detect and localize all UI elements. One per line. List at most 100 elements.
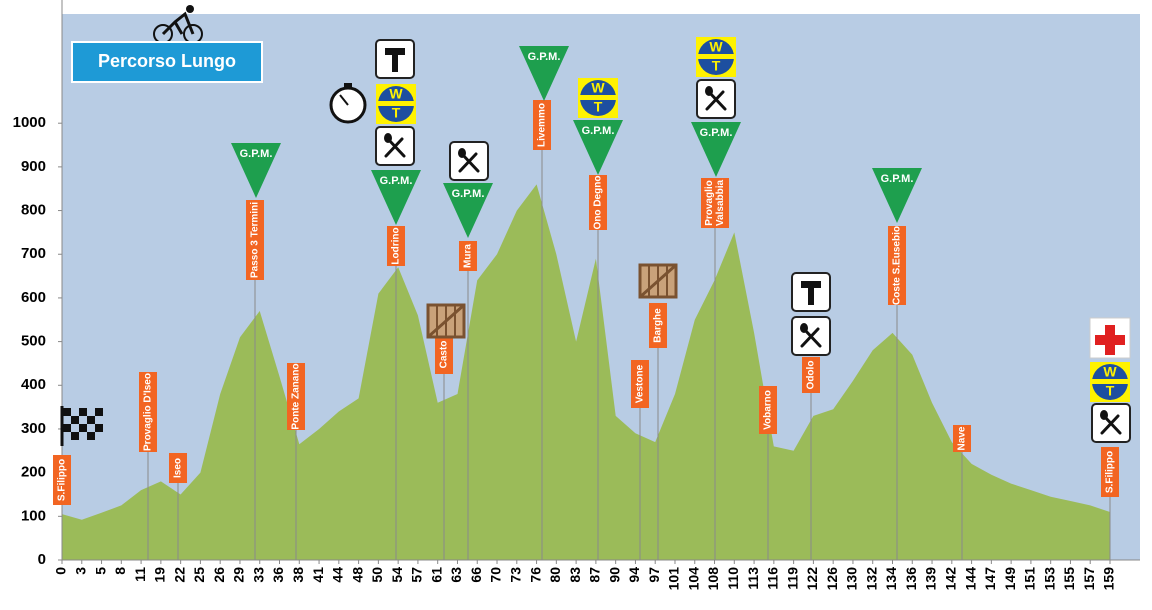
y-tick-label: 700 [21,245,46,262]
y-tick-label: 1000 [13,114,46,131]
x-tick-label: 66 [468,567,484,583]
place-label-box [533,100,551,150]
x-tick-label: 132 [863,567,879,591]
place-label-box [631,360,649,408]
place-label-box [1101,447,1119,497]
knife-icon [460,152,480,173]
y-tick-label: 200 [21,464,46,481]
x-tick-label: 25 [191,567,207,583]
flag-square [87,432,95,440]
place-label: Nave [957,426,968,450]
x-tick-label: 8 [112,567,128,575]
wrench-icon [385,48,405,72]
x-tick-label: 136 [903,567,919,591]
x-tick-label: 134 [883,567,899,591]
x-tick-label: 54 [389,567,405,583]
gpm-marker [872,168,922,223]
stopwatch-hand [339,94,349,106]
x-tick-label: 144 [962,567,978,591]
flag-square [95,424,103,432]
wrench-icon [801,281,821,305]
knife-icon [386,137,406,158]
title-box [71,41,263,83]
place-label-box [459,241,477,271]
flag-square [63,408,71,416]
place-label: Livemmo [537,103,548,147]
place-label-box [387,226,405,266]
x-tick-label: 83 [567,567,583,583]
place-label: Vestone [635,364,646,403]
x-tick-label: 139 [923,567,939,591]
flag-square [87,416,95,424]
x-tick-label: 48 [349,567,365,583]
x-tick-label: 101 [666,567,682,591]
x-tick-label: 3 [72,567,88,575]
x-tick-label: 5 [92,567,108,575]
x-tick-label: 113 [745,567,761,590]
x-tick-label: 90 [606,567,622,583]
x-tick-label: 87 [587,567,603,583]
gpm-marker [231,143,281,198]
flag-square [79,424,87,432]
place-label: Coste S.Eusebio [892,226,903,305]
knife-icon [1102,414,1122,435]
x-tick-label: 80 [547,567,563,583]
x-tick-label: 50 [369,567,385,583]
place-label: Mura [463,244,474,268]
place-label-box [169,453,187,483]
gpm-label: G.P.M. [380,175,413,187]
place-label: Ponte Zanano [291,363,302,429]
flag-square [71,432,79,440]
gpm-label: G.P.M. [881,173,914,185]
gpm-label: G.P.M. [700,127,733,139]
x-tick-label: 38 [290,567,306,583]
gpm-label: G.P.M. [452,188,485,200]
logo-band [378,101,414,106]
logo-text: T [1106,383,1115,399]
y-tick-label: 400 [21,376,46,393]
place-label: Barghe [653,308,664,343]
x-tick-label: 122 [804,567,820,591]
x-tick-label: 11 [132,567,148,582]
place-label: Vobarno [763,390,774,430]
gate-brace [427,303,465,339]
x-tick-label: 159 [1101,567,1117,591]
y-tick-label: 0 [38,551,46,568]
x-tick-label: 73 [507,567,523,583]
spoon-head [705,86,713,96]
spoon-head [1100,410,1108,420]
flag-square [63,424,71,432]
x-tick-label: 157 [1081,567,1097,591]
x-tick-label: 19 [152,567,168,583]
y-tick-label: 100 [21,507,46,524]
place-label: Iseo [173,458,184,478]
x-tick-label: 61 [428,567,444,583]
logo-text: W [389,86,403,102]
place-label-box [246,200,264,280]
place-label: Provaglio D'Iseo [143,373,154,451]
place-label-box [759,386,777,434]
logo-text: W [709,39,723,55]
x-tick-label: 130 [844,567,860,591]
place-label: Ono Degno [593,176,604,230]
logo-text: T [594,99,603,115]
place-label: Provaglio [704,180,715,226]
y-tick-label: 500 [21,333,46,350]
knife-icon [802,327,822,348]
logo-band [1092,379,1128,384]
x-tick-label: 26 [211,567,227,583]
x-tick-label: 57 [409,567,425,583]
place-label-box [287,363,305,430]
x-tick-label: 0 [53,567,69,575]
first-aid-cross [1095,325,1125,355]
logo-text: T [712,58,721,74]
y-tick-label: 800 [21,202,46,219]
spoon-head [458,148,466,158]
logo-text: T [392,105,401,121]
place-label: Casto [439,341,450,369]
cyclist-head [186,5,194,13]
logo-band [698,54,734,59]
place-label-box [435,335,453,374]
gpm-label: G.P.M. [240,148,273,160]
